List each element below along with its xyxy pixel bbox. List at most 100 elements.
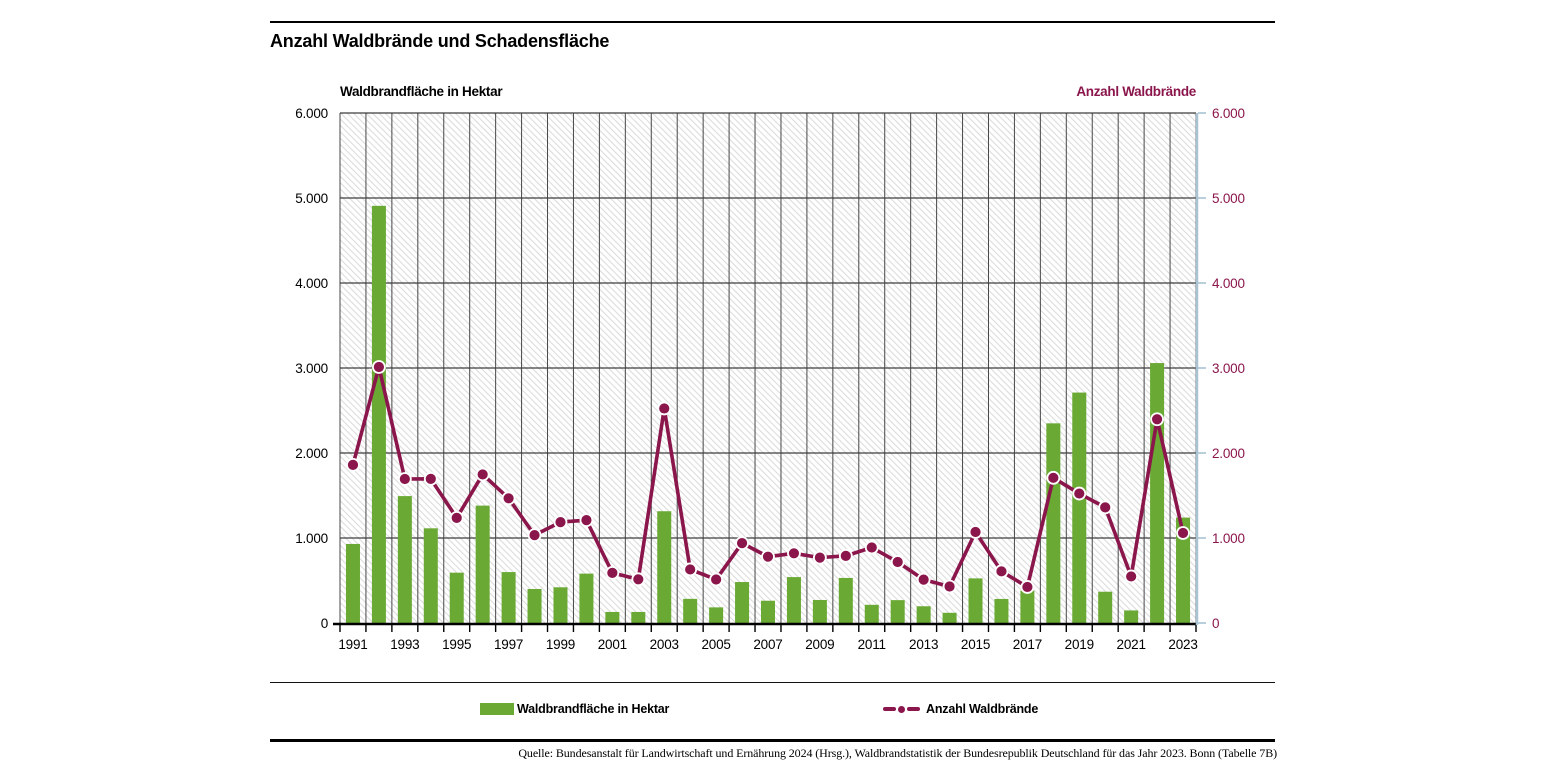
bar-2022: [1150, 363, 1165, 623]
point-2002: [631, 572, 646, 587]
bar-2012: [890, 600, 905, 623]
point-2021: [1124, 569, 1139, 584]
point-2014: [942, 579, 957, 594]
bar-2010: [838, 577, 853, 623]
point-2009: [812, 550, 827, 565]
legend: Waldbrandfläche in Hektar Anzahl Waldbrä…: [270, 697, 1275, 723]
bar-1996: [475, 505, 490, 623]
bar-2003: [657, 511, 672, 623]
bar-2005: [709, 607, 724, 623]
bar-2008: [786, 577, 801, 623]
point-2006: [735, 536, 749, 551]
bar-2004: [683, 598, 698, 623]
point-2010: [838, 548, 853, 563]
point-2012: [890, 555, 905, 569]
bar-1999: [553, 587, 568, 623]
point-2017: [1020, 580, 1035, 594]
chart-canvas: 0 0 1.000 1.000 2.000 2.000 3.000 3.000 4.000 4.0…: [295, 106, 1245, 652]
bar-1992: [371, 205, 386, 623]
x-tick-label: 2015: [961, 637, 990, 652]
point-1993: [397, 472, 412, 486]
point-1991: [346, 457, 360, 472]
bar-2013: [916, 606, 931, 623]
point-2016: [994, 564, 1009, 579]
x-tick-label: 2005: [702, 637, 731, 652]
point-2000: [579, 513, 594, 528]
legend-label-line: Anzahl Waldbrände: [926, 702, 1039, 716]
point-1996: [475, 467, 490, 482]
legend-divider: [270, 682, 1275, 683]
x-tick-label: 1997: [494, 637, 523, 652]
point-2011: [864, 540, 879, 555]
y-tick-label-left: 4.000: [295, 276, 328, 291]
bar-2019: [1072, 392, 1087, 623]
point-2018: [1046, 470, 1061, 485]
bar-2000: [579, 573, 594, 623]
bottom-rule: [270, 739, 1275, 742]
bar-2009: [812, 599, 827, 623]
point-2023: [1176, 526, 1190, 540]
point-1998: [527, 528, 542, 543]
y-tick-label-right: 0: [1212, 616, 1219, 631]
point-2008: [787, 546, 801, 561]
y-tick-label-right: 2.000: [1212, 446, 1245, 461]
x-tick-label: 2011: [858, 637, 886, 652]
point-2007: [761, 549, 775, 564]
x-tick-label: 2023: [1168, 637, 1197, 652]
point-2005: [709, 572, 724, 587]
legend-entry-line: Anzahl Waldbrände: [883, 697, 1038, 721]
y-tick-label-left: 6.000: [295, 106, 328, 121]
x-tick-label: 2019: [1065, 637, 1094, 652]
y-tick-label-left: 3.000: [295, 361, 328, 376]
top-rule: [270, 21, 1275, 23]
legend-swatch-line: [883, 702, 923, 716]
chart-figure: Anzahl Waldbrände und Schadensfläche Wal…: [270, 0, 1277, 775]
point-1992: [372, 360, 386, 374]
bar-2007: [761, 600, 775, 623]
bar-1997: [501, 572, 516, 623]
x-tick-label: 1993: [390, 637, 419, 652]
point-1997: [501, 491, 516, 506]
x-tick-label: 2021: [1117, 637, 1146, 652]
point-1994: [423, 471, 438, 486]
bar-1993: [397, 496, 412, 623]
right-axis-title: Anzahl Waldbrände: [1076, 84, 1196, 99]
x-tick-label: 2001: [598, 637, 627, 652]
bar-2002: [631, 611, 646, 623]
point-2015: [968, 525, 983, 539]
legend-entry-area: Waldbrandfläche in Hektar: [480, 697, 669, 721]
x-tick-label: 2007: [753, 637, 782, 652]
legend-swatch-area: [480, 703, 514, 715]
x-tick-label: 1999: [546, 637, 575, 652]
point-2019: [1072, 486, 1087, 501]
point-1995: [449, 510, 464, 525]
bar-1998: [527, 589, 542, 623]
x-tick-label: 2003: [650, 637, 679, 652]
bar-2001: [605, 611, 620, 623]
source-line: Quelle: Bundesanstalt für Landwirtschaft…: [518, 746, 1277, 760]
bar-2016: [994, 598, 1009, 623]
x-tick-label: 2009: [805, 637, 834, 652]
point-2020: [1098, 500, 1113, 515]
bar-2020: [1098, 591, 1113, 623]
x-tick-label: 1991: [338, 637, 367, 652]
bar-2006: [735, 582, 750, 623]
y-tick-label-right: 4.000: [1212, 276, 1245, 291]
bar-1995: [449, 572, 464, 623]
x-tick-label: 1995: [442, 637, 471, 652]
bar-1991: [345, 543, 360, 623]
bar-2021: [1124, 610, 1139, 623]
x-tick-label: 2013: [909, 637, 938, 652]
y-tick-label-right: 3.000: [1212, 361, 1245, 376]
y-tick-label-right: 1.000: [1212, 531, 1245, 546]
bar-2011: [864, 604, 879, 623]
y-tick-label-left: 0: [321, 616, 328, 631]
point-2013: [916, 572, 931, 587]
point-2022: [1150, 412, 1164, 427]
bar-2015: [968, 578, 983, 623]
legend-label-area: Waldbrandfläche in Hektar: [517, 702, 670, 716]
page-title: Anzahl Waldbrände und Schadensfläche: [270, 31, 610, 51]
bar-2023: [1176, 517, 1191, 623]
y-tick-label-left: 1.000: [295, 531, 328, 546]
point-2004: [683, 562, 698, 577]
